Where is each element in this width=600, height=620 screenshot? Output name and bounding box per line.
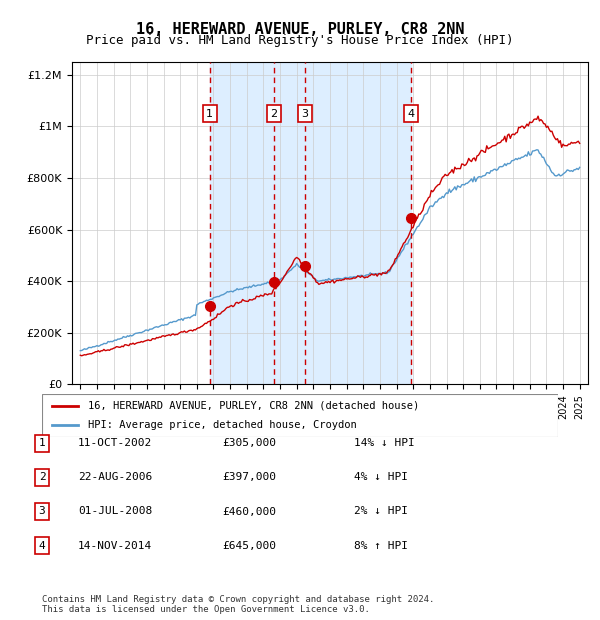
Text: £460,000: £460,000 [222,507,276,516]
Text: 2: 2 [38,472,46,482]
Text: 8% ↑ HPI: 8% ↑ HPI [354,541,408,551]
Text: £305,000: £305,000 [222,438,276,448]
Bar [210,62,411,384]
Text: £397,000: £397,000 [222,472,276,482]
Text: Contains HM Land Registry data © Crown copyright and database right 2024.: Contains HM Land Registry data © Crown c… [42,595,434,604]
Text: 3: 3 [38,507,46,516]
Text: 16, HEREWARD AVENUE, PURLEY, CR8 2NN (detached house): 16, HEREWARD AVENUE, PURLEY, CR8 2NN (de… [88,401,419,411]
Text: 1: 1 [38,438,46,448]
Text: HPI: Average price, detached house, Croydon: HPI: Average price, detached house, Croy… [88,420,357,430]
Text: This data is licensed under the Open Government Licence v3.0.: This data is licensed under the Open Gov… [42,604,370,614]
Text: 2% ↓ HPI: 2% ↓ HPI [354,507,408,516]
Text: £645,000: £645,000 [222,541,276,551]
Text: 14% ↓ HPI: 14% ↓ HPI [354,438,415,448]
Text: 14-NOV-2014: 14-NOV-2014 [78,541,152,551]
Text: 4: 4 [38,541,46,551]
Text: 4% ↓ HPI: 4% ↓ HPI [354,472,408,482]
Text: Price paid vs. HM Land Registry's House Price Index (HPI): Price paid vs. HM Land Registry's House … [86,34,514,47]
Text: 01-JUL-2008: 01-JUL-2008 [78,507,152,516]
Text: 2: 2 [271,108,278,118]
FancyBboxPatch shape [42,394,558,437]
Text: 11-OCT-2002: 11-OCT-2002 [78,438,152,448]
Text: 16, HEREWARD AVENUE, PURLEY, CR8 2NN: 16, HEREWARD AVENUE, PURLEY, CR8 2NN [136,22,464,37]
Text: 4: 4 [407,108,415,118]
Text: 22-AUG-2006: 22-AUG-2006 [78,472,152,482]
Text: 3: 3 [302,108,308,118]
Text: 1: 1 [206,108,214,118]
